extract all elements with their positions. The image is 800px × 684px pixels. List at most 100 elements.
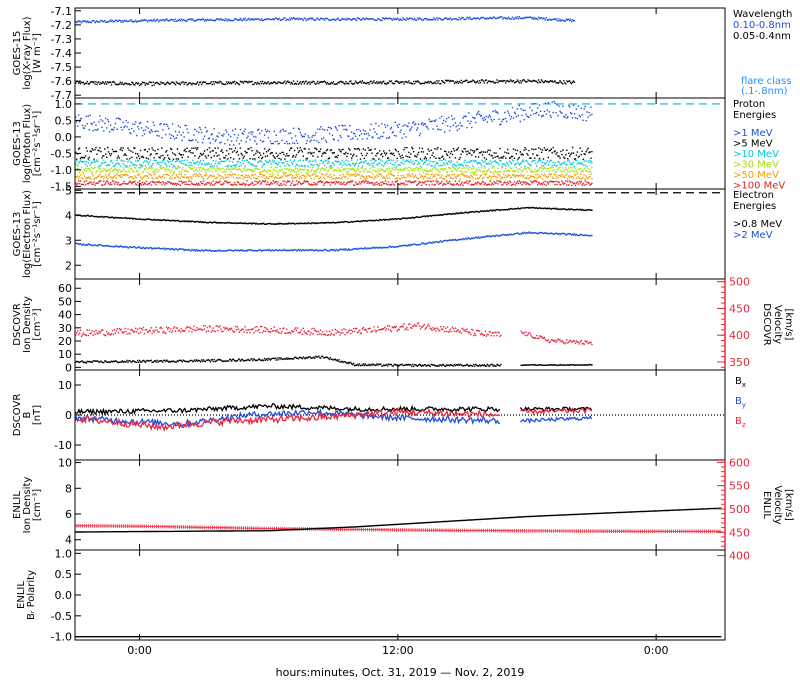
panel-dscovr-bfield: 10 0 -10 DSCOVR B [nT] Bx By Bz xyxy=(12,369,746,461)
y-tick-label: 60 xyxy=(58,282,72,295)
legend-entry: >5 MeV xyxy=(733,139,773,150)
y-tick-label: 0.0 xyxy=(55,589,73,602)
y-axis-label: GOES-13 xyxy=(12,212,23,257)
y-axis-label: [cm⁻³] xyxy=(32,308,43,340)
y-tick-label: -7.5 xyxy=(51,61,72,74)
y-axis-label: log(Electron Flux) xyxy=(22,190,33,278)
y-tick-label: 0 xyxy=(65,409,72,422)
y-tick-label: 4 xyxy=(65,209,72,222)
legend-footer: flare class xyxy=(741,76,791,87)
y-tick-label: -7.7 xyxy=(51,89,72,102)
panel-frame xyxy=(74,278,726,371)
right-axis-label: Velocity xyxy=(772,305,783,344)
series-0-10-0-8nm xyxy=(75,16,576,24)
right-tick-label: 550 xyxy=(729,480,750,493)
y-axis-label: Ion Density xyxy=(22,296,33,353)
y-axis-label: ENLIL xyxy=(12,491,23,519)
y-axis-label: DSCOVR xyxy=(12,394,23,437)
y-tick-label: 5 xyxy=(65,184,72,197)
series-density xyxy=(75,355,502,368)
x-axis-label: hours:minutes, Oct. 31, 2019 — Nov. 2, 2… xyxy=(276,666,525,679)
series--100-mev xyxy=(75,180,593,187)
series--2-mev xyxy=(75,231,593,253)
legend-entry: 0.05-0.4nm xyxy=(733,31,791,42)
legend-entry: >50 MeV xyxy=(733,170,779,181)
y-tick-label: -7.3 xyxy=(51,33,72,46)
series-group xyxy=(75,16,576,87)
series-by xyxy=(520,415,593,425)
right-tick-label: 450 xyxy=(729,302,750,315)
panel-enlil-polarity: 1.0 0.5 0.0 -0.5 -1.0 ENLIL Bᵣ Polarity xyxy=(16,547,726,644)
y-axis-label: GOES-15 xyxy=(12,31,23,76)
y-tick-label: -7.4 xyxy=(51,47,72,60)
right-axis-label: Velocity xyxy=(772,485,783,524)
y-tick-label: -1.5 xyxy=(51,180,72,193)
series-0-05-0-4nm xyxy=(75,79,576,87)
y-tick-label: 2 xyxy=(65,259,72,272)
y-tick-label: 0.5 xyxy=(55,114,73,127)
y-tick-label: 6 xyxy=(65,508,72,521)
y-axis-label: GOES-13 xyxy=(12,121,23,166)
series-group xyxy=(75,402,593,432)
y-tick-label: 1.0 xyxy=(55,98,73,111)
legend-entry: Bz xyxy=(735,416,746,429)
legend-entry: By xyxy=(735,396,746,409)
right-tick-label: 500 xyxy=(729,503,750,516)
legend-entry: >1 MeV xyxy=(733,128,773,139)
panel-frame xyxy=(74,549,726,641)
right-tick-label: 350 xyxy=(729,356,750,369)
series-density xyxy=(75,507,722,533)
y-axis-label: [cm⁻³] xyxy=(32,489,43,521)
y-axis-label: Bᵣ Polarity xyxy=(26,570,37,620)
panel-frame xyxy=(74,7,726,99)
x-tick-label: 0:00 xyxy=(127,644,152,657)
series-group xyxy=(75,322,593,368)
series-density xyxy=(520,363,593,367)
series--5-mev xyxy=(75,146,593,160)
right-tick-label: 600 xyxy=(729,456,750,469)
y-tick-label: -1.0 xyxy=(51,164,72,177)
y-tick-label: -0.5 xyxy=(51,147,72,160)
right-tick-label: 500 xyxy=(729,276,750,289)
legend-entry: >30 MeV xyxy=(733,160,779,171)
y-tick-label: 4 xyxy=(65,534,72,547)
y-tick-label: 0 xyxy=(65,361,72,374)
series--0-8-mev xyxy=(75,206,593,225)
y-tick-label: 30 xyxy=(58,322,72,335)
y-axis-label: B xyxy=(22,411,33,418)
x-tick-label: 12:00 xyxy=(382,644,414,657)
legend-entry: >10 MeV xyxy=(733,149,779,160)
legend-title: Energies xyxy=(733,201,776,212)
series--50-mev xyxy=(75,173,593,180)
y-tick-label: 20 xyxy=(58,335,72,348)
legend-title: Energies xyxy=(733,110,776,121)
legend-entry: Bx xyxy=(735,376,746,389)
series-group xyxy=(75,100,593,187)
y-tick-label: 10 xyxy=(58,379,72,392)
y-axis-label: [W m⁻²] xyxy=(32,33,43,73)
right-tick-label: 400 xyxy=(729,550,750,563)
series--10-mev xyxy=(75,159,593,168)
right-axis-label: [km/s] xyxy=(783,489,794,521)
y-axis-label: log(Proton Flux) xyxy=(22,104,33,183)
panel-goes13-electron: 5 4 3 2 GOES-13 log(Electron Flux) [cm⁻²s⁻¹sr⁻… xyxy=(12,184,782,280)
series-by xyxy=(75,408,501,429)
panel-goes15-xray: -7.1-7.2-7.3-7.4-7.5-7.6-7.7 GOES-15 log(X… xyxy=(12,5,792,102)
panel-frame xyxy=(74,459,726,551)
series-bx xyxy=(75,402,501,417)
y-tick-label: 40 xyxy=(58,309,72,322)
legend-footer: (.1-.8nm) xyxy=(741,86,788,97)
right-tick-label: 450 xyxy=(729,526,750,539)
right-axis-label: [km/s] xyxy=(783,309,794,341)
series-group xyxy=(75,507,722,534)
right-tick-label: 400 xyxy=(729,329,750,342)
legend-entry: >2 MeV xyxy=(733,230,773,241)
x-tick-label: 0:00 xyxy=(644,644,669,657)
series--30-mev xyxy=(75,166,593,174)
y-axis-label: [nT] xyxy=(32,405,43,425)
y-tick-label: 8 xyxy=(65,482,72,495)
y-tick-label: 1.0 xyxy=(55,547,73,560)
